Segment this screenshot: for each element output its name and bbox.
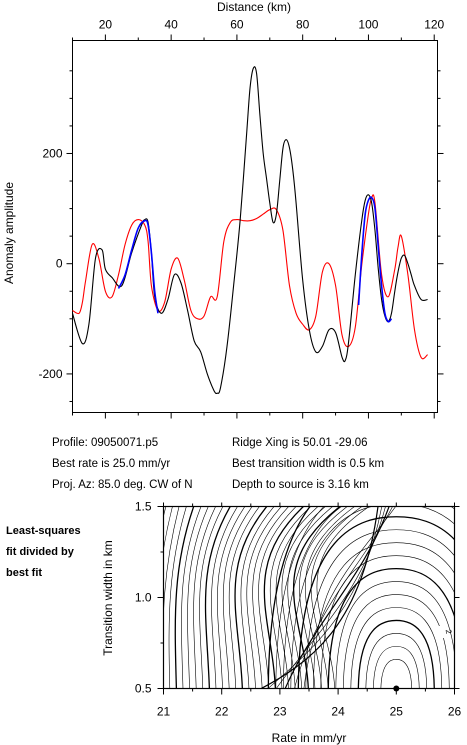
best-rate-text: Best rate is 25.0 mm/yr bbox=[52, 458, 171, 470]
contour-line bbox=[293, 506, 342, 689]
contour-line bbox=[313, 542, 455, 689]
observed-anomaly-line bbox=[71, 66, 428, 394]
contour-line bbox=[380, 659, 412, 689]
top-chart-frame bbox=[72, 40, 438, 413]
contour-line bbox=[269, 506, 312, 689]
x-tick-label: 120 bbox=[424, 18, 444, 32]
side-note-line-1: Least-squares bbox=[6, 525, 81, 537]
contour-line bbox=[181, 506, 202, 689]
fitted-segment-line-1 bbox=[117, 219, 159, 314]
contour-line bbox=[217, 506, 246, 689]
bottom-chart-xlabel: Rate in mm/yr bbox=[272, 731, 347, 745]
rate-tick-label: 26 bbox=[448, 705, 462, 719]
contour-line bbox=[365, 633, 427, 689]
best-fit-marker bbox=[393, 685, 400, 692]
contour-line bbox=[174, 506, 195, 689]
y-tick-label: 200 bbox=[42, 146, 62, 160]
contour-line bbox=[163, 506, 173, 551]
y-tick-label: 0 bbox=[56, 257, 63, 271]
contour-line bbox=[304, 506, 356, 689]
model-anomaly-line bbox=[72, 194, 428, 360]
top-chart-ylabel: Anomaly amplitude bbox=[2, 182, 16, 284]
y-tick-label: -200 bbox=[38, 367, 62, 381]
contour-line bbox=[297, 516, 455, 689]
rate-tick-label: 21 bbox=[157, 705, 171, 719]
x-tick-label: 100 bbox=[358, 18, 378, 32]
bottom-chart-ylabel: Transition width in km bbox=[101, 540, 115, 656]
contour-line bbox=[228, 506, 261, 689]
contour-group bbox=[163, 506, 455, 689]
contour-label: 2 bbox=[444, 629, 454, 635]
contour-line bbox=[199, 506, 224, 689]
contour-line bbox=[373, 646, 420, 689]
width-tick-label: 1.5 bbox=[135, 500, 152, 514]
contour-line bbox=[222, 506, 253, 689]
contour-line bbox=[283, 506, 455, 689]
contour-line bbox=[316, 506, 371, 689]
profile-text: Profile: 09050071.p5 bbox=[52, 437, 159, 449]
contour-line bbox=[327, 567, 455, 689]
ridge-crossing-text: Ridge Xing is 50.01 -29.06 bbox=[232, 437, 368, 449]
x-tick-label: 80 bbox=[296, 18, 310, 32]
contour-line bbox=[294, 506, 393, 689]
contour-line bbox=[252, 506, 290, 689]
contour-line bbox=[267, 506, 311, 689]
contour-lines bbox=[163, 506, 455, 689]
side-note-line-3: best fit bbox=[6, 567, 43, 579]
contour-line bbox=[163, 506, 180, 689]
contour-line bbox=[303, 506, 396, 689]
contour-line bbox=[259, 506, 379, 689]
contour-line bbox=[187, 506, 209, 689]
rate-tick-label: 23 bbox=[273, 705, 287, 719]
contour-line bbox=[267, 506, 382, 689]
width-tick-label: 0.5 bbox=[135, 682, 152, 696]
contour-line bbox=[275, 506, 325, 689]
contour-label-bg bbox=[439, 626, 448, 638]
top-chart-series bbox=[71, 66, 428, 394]
contour-line bbox=[168, 506, 187, 689]
contour-line bbox=[299, 506, 349, 689]
contour-line bbox=[350, 607, 442, 689]
contour-line bbox=[193, 506, 217, 689]
best-transition-text: Best transition width is 0.5 km bbox=[232, 458, 385, 470]
bottom-chart-ticks: 21 22 23 24 25 26 1.5 1.0 0.5 bbox=[135, 500, 462, 719]
rate-tick-label: 22 bbox=[215, 705, 229, 719]
x-tick-label: 60 bbox=[230, 18, 244, 32]
projection-azimuth-text: Proj. Az: 85.0 deg. CW of N bbox=[52, 479, 193, 491]
source-depth-text: Depth to source is 3.16 km bbox=[232, 479, 369, 491]
contour-line bbox=[310, 506, 363, 689]
width-tick-label: 1.0 bbox=[135, 591, 152, 605]
contour-line bbox=[211, 506, 239, 689]
rate-tick-label: 25 bbox=[390, 705, 404, 719]
fitted-segment-line-2 bbox=[357, 196, 393, 323]
contour-line bbox=[281, 506, 327, 689]
x-tick-label: 40 bbox=[164, 18, 178, 32]
contour-line bbox=[275, 506, 386, 689]
side-note-line-2: fit divided by bbox=[6, 546, 74, 558]
contour-line bbox=[335, 581, 455, 689]
contour-line bbox=[263, 506, 305, 689]
contour-line bbox=[258, 506, 297, 689]
rate-tick-label: 24 bbox=[331, 705, 345, 719]
contour-line bbox=[290, 506, 455, 689]
x-tick-label: 20 bbox=[99, 18, 113, 32]
contour-line bbox=[305, 529, 455, 689]
contour-line bbox=[246, 506, 283, 689]
top-chart-xlabel: Distance (km) bbox=[217, 0, 291, 14]
contour-line bbox=[240, 506, 275, 689]
contour-line bbox=[234, 506, 268, 689]
contour-line bbox=[320, 555, 455, 689]
contour-line bbox=[204, 506, 232, 689]
top-chart-ticks: 20 40 60 80 100 120 200 0 -200 bbox=[38, 18, 445, 419]
contour-line bbox=[357, 619, 435, 689]
